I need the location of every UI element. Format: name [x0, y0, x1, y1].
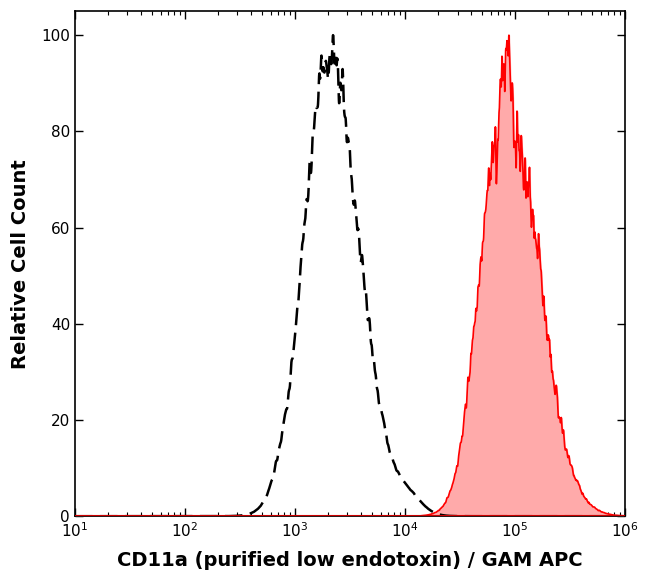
X-axis label: CD11a (purified low endotoxin) / GAM APC: CD11a (purified low endotoxin) / GAM APC	[117, 551, 583, 570]
Y-axis label: Relative Cell Count: Relative Cell Count	[11, 159, 30, 368]
